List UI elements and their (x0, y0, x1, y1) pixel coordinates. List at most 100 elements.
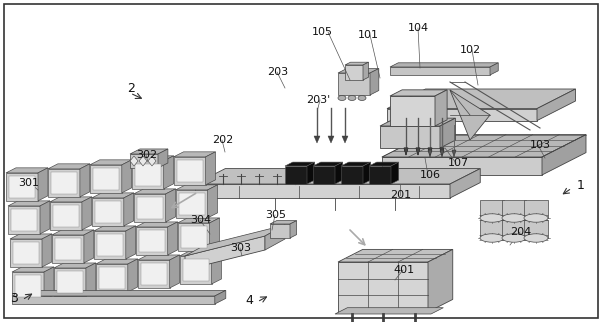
Polygon shape (345, 65, 363, 80)
Polygon shape (342, 136, 348, 143)
Polygon shape (50, 202, 82, 230)
Text: 204: 204 (510, 227, 531, 237)
Polygon shape (92, 198, 124, 226)
Polygon shape (404, 148, 408, 155)
Text: 106: 106 (420, 170, 441, 180)
Polygon shape (138, 255, 179, 260)
Polygon shape (390, 67, 490, 75)
Polygon shape (164, 156, 173, 189)
Polygon shape (390, 96, 435, 126)
Polygon shape (338, 250, 453, 262)
Polygon shape (158, 149, 168, 168)
Text: 203: 203 (267, 67, 288, 77)
Polygon shape (185, 225, 285, 256)
Text: 302: 302 (136, 150, 157, 160)
Text: 2: 2 (127, 81, 135, 94)
Polygon shape (416, 148, 420, 155)
Polygon shape (50, 197, 92, 202)
Polygon shape (124, 193, 134, 226)
Text: 107: 107 (448, 158, 469, 168)
Polygon shape (390, 90, 447, 96)
Polygon shape (391, 162, 399, 184)
Polygon shape (195, 169, 480, 184)
Polygon shape (490, 63, 498, 75)
Polygon shape (440, 148, 444, 155)
Polygon shape (285, 162, 315, 166)
Ellipse shape (480, 234, 504, 242)
Polygon shape (52, 230, 94, 235)
Polygon shape (416, 148, 420, 155)
Text: 401: 401 (393, 265, 414, 275)
Polygon shape (40, 201, 50, 234)
Polygon shape (181, 226, 206, 248)
Text: 202: 202 (212, 135, 233, 145)
Polygon shape (428, 148, 432, 155)
Polygon shape (170, 255, 179, 288)
Polygon shape (8, 206, 40, 234)
Polygon shape (48, 169, 80, 197)
Ellipse shape (502, 214, 526, 222)
Ellipse shape (358, 96, 366, 100)
Polygon shape (313, 166, 335, 184)
Polygon shape (96, 264, 128, 292)
Polygon shape (10, 234, 52, 239)
Polygon shape (168, 222, 178, 255)
Polygon shape (524, 200, 548, 218)
Polygon shape (176, 185, 217, 190)
Polygon shape (80, 164, 90, 197)
Text: 103: 103 (530, 140, 551, 150)
Polygon shape (128, 259, 138, 292)
Polygon shape (313, 162, 343, 166)
Text: 1: 1 (577, 178, 585, 192)
Text: 203': 203' (306, 95, 330, 105)
Ellipse shape (338, 96, 346, 100)
Text: 304: 304 (190, 215, 211, 225)
Polygon shape (452, 150, 456, 157)
Polygon shape (135, 227, 168, 255)
Polygon shape (341, 162, 371, 166)
Ellipse shape (480, 214, 504, 222)
Polygon shape (307, 162, 315, 184)
Polygon shape (97, 234, 123, 256)
Polygon shape (363, 162, 371, 184)
Polygon shape (132, 161, 164, 189)
Polygon shape (94, 231, 126, 259)
Polygon shape (139, 156, 147, 166)
Polygon shape (10, 239, 42, 267)
Polygon shape (11, 209, 37, 231)
Polygon shape (6, 173, 38, 201)
Polygon shape (44, 267, 54, 300)
Polygon shape (369, 162, 399, 166)
Polygon shape (135, 222, 178, 227)
Text: 105: 105 (312, 27, 333, 37)
Polygon shape (48, 164, 90, 169)
Polygon shape (52, 235, 84, 263)
Polygon shape (335, 162, 343, 184)
Polygon shape (179, 193, 205, 215)
Polygon shape (90, 160, 132, 165)
Polygon shape (502, 200, 526, 218)
Polygon shape (138, 230, 165, 252)
Polygon shape (126, 226, 135, 259)
Polygon shape (12, 272, 44, 300)
Polygon shape (51, 172, 77, 194)
Polygon shape (404, 148, 408, 155)
Polygon shape (6, 168, 48, 173)
Polygon shape (390, 63, 498, 67)
Polygon shape (12, 290, 226, 296)
Polygon shape (178, 223, 209, 251)
Polygon shape (480, 220, 504, 238)
Polygon shape (382, 135, 586, 157)
Polygon shape (195, 184, 450, 198)
Polygon shape (96, 259, 138, 264)
Polygon shape (42, 234, 52, 267)
Text: 102: 102 (460, 45, 481, 55)
Polygon shape (95, 201, 121, 223)
Polygon shape (270, 221, 297, 224)
Polygon shape (185, 236, 265, 270)
Polygon shape (435, 90, 447, 126)
Polygon shape (387, 89, 576, 109)
Polygon shape (428, 250, 453, 312)
Polygon shape (94, 226, 135, 231)
Polygon shape (15, 275, 41, 297)
